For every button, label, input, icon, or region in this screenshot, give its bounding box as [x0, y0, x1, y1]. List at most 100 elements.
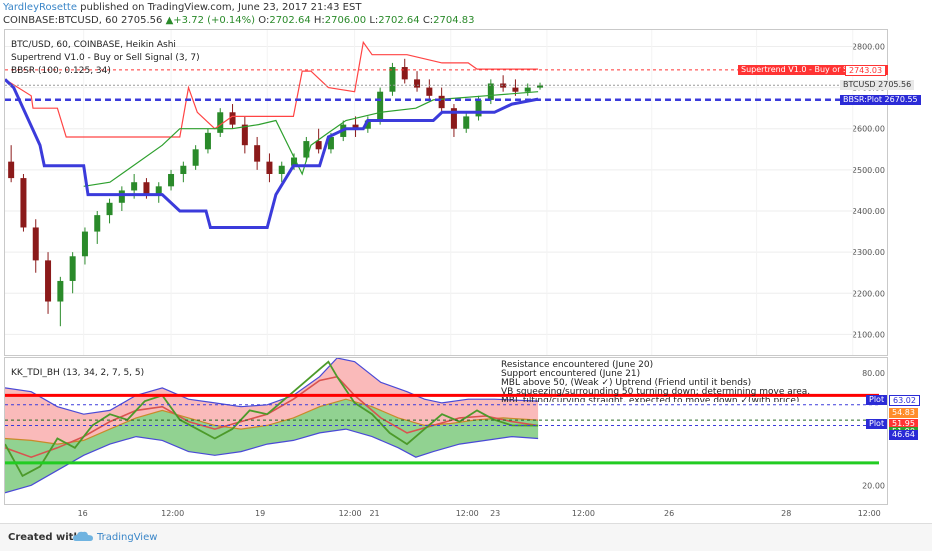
x-tick-label: 26: [664, 509, 674, 518]
y-tick-label: 2400.00: [852, 207, 885, 216]
supertrend-value-tag: 2743.03: [845, 64, 887, 76]
candle-body: [20, 178, 27, 228]
main-chart-title: BTC/USD, 60, COINBASE, Heikin Ashi: [11, 40, 176, 50]
time-axis[interactable]: 16 12:00 19 12:00 21 12:00 23 12:00 26 28 12:00: [4, 505, 886, 521]
close-label: C:: [422, 15, 434, 26]
tradingview-cloud-icon: [73, 531, 93, 541]
y-tick-label: 2300.00: [852, 248, 885, 257]
supertrend-study-label[interactable]: Supertrend V1.0 - Buy or Sell Signal (3,…: [11, 53, 200, 63]
x-tick-label: 12:00: [161, 509, 184, 518]
candle-body: [266, 161, 273, 174]
plot-tag-label: Plot: [866, 419, 888, 430]
x-tick-label: 23: [490, 509, 500, 518]
symbol-line: COINBASE:BTCUSD, 60 2705.56 ▲+3.72 (+0.1…: [3, 15, 475, 27]
price-change: +3.72 (+0.14%): [173, 15, 256, 26]
x-tick-label: 21: [369, 509, 379, 518]
candle-body: [45, 260, 52, 302]
candle-body: [229, 112, 236, 125]
candle-body: [450, 108, 457, 129]
lower-band-fill: [5, 399, 539, 493]
candle-body: [8, 161, 15, 179]
close-value: 2704.83: [433, 15, 475, 26]
candle-body: [377, 91, 384, 121]
y-tick-label: 2600.00: [852, 125, 885, 134]
bbsr-study-label[interactable]: BBSR (100, 0.125, 34): [11, 66, 111, 76]
tradingview-brand-link[interactable]: TradingView: [97, 532, 158, 543]
candle-body: [131, 182, 138, 191]
publish-line: YardleyRosette published on TradingView.…: [3, 2, 361, 14]
y-tick-label: 2100.00: [852, 330, 885, 339]
candle-body: [180, 165, 187, 174]
candle-body: [426, 87, 433, 96]
plot-tag-label: Plot: [866, 394, 888, 405]
symbol-interval: COINBASE:BTCUSD, 60: [3, 15, 118, 26]
y-tick-label: 2800.00: [852, 42, 885, 51]
candle-body: [327, 136, 334, 150]
indicator-chart: 80.00 20.00: [4, 357, 885, 494]
change-arrow-icon: ▲: [165, 15, 174, 26]
rsi-price-line: [4, 360, 539, 478]
indicator-pane[interactable]: 80.00 20.00 KK_TDI_BH (13, 34, 2, 7, 5, 5…: [4, 357, 920, 505]
open-label: O:: [258, 15, 270, 26]
indicator-y-tick: 20.00: [862, 481, 885, 490]
published-text: published on TradingView.com, June 23, 2…: [76, 2, 362, 13]
supertrend-tag-label: Supertrend V1.0 - Buy or Sell Signal: [741, 64, 885, 74]
candle-body: [537, 85, 544, 88]
candle-body: [389, 67, 396, 92]
x-tick-label: 12:00: [858, 509, 881, 518]
candle-body: [143, 182, 150, 195]
candle-body: [278, 165, 285, 174]
price-pane[interactable]: 2800.002700.002600.002500.002400.002300.…: [3, 29, 921, 356]
lower-band-line: [4, 428, 539, 494]
candle-body: [118, 190, 125, 203]
candle-body: [254, 145, 261, 162]
footer: Created with TradingView: [0, 523, 932, 551]
upper-band-line: [4, 357, 539, 415]
x-tick-label: 12:00: [456, 509, 479, 518]
candle-body: [291, 157, 298, 166]
indicator-title[interactable]: KK_TDI_BH (13, 34, 2, 7, 5, 5): [11, 368, 145, 378]
candle-body: [94, 215, 101, 232]
signal-line: [4, 375, 539, 459]
note-resistance: Resistance encountered (June 20): [501, 360, 654, 370]
indicator-value-tag: 63.02: [889, 394, 920, 406]
market-base-line: [4, 398, 539, 445]
low-label: L:: [369, 15, 379, 26]
x-tick-label: 28: [781, 509, 791, 518]
candle-body: [303, 141, 310, 158]
y-tick-label: 2500.00: [852, 166, 885, 175]
high-label: H:: [313, 15, 325, 26]
candle-body: [352, 124, 359, 129]
candle-body: [364, 120, 371, 129]
candle-body: [475, 99, 482, 117]
candle-body: [32, 227, 39, 261]
candle-body: [241, 124, 248, 146]
candle-body: [512, 87, 519, 92]
low-value: 2702.64: [378, 15, 420, 26]
x-tick-label: 12:00: [339, 509, 362, 518]
y-tick-label: 2200.00: [852, 289, 885, 298]
candle-body: [487, 83, 494, 100]
note-mbl-tilting: MBL tilting/curving straight, expected t…: [501, 397, 800, 402]
candle-body: [438, 95, 445, 109]
bbsr-line: [3, 78, 539, 229]
price-chart: 2800.002700.002600.002500.002400.002300.…: [3, 30, 885, 355]
supertrend-price-tag: Supertrend V1.0 - Buy or Sell Signal: [738, 64, 888, 75]
candle-body: [500, 83, 507, 88]
note-mbl-uptrend: MBL above 50, (Weak ✓) Uptrend (Friend u…: [501, 378, 752, 388]
bbsr-tag-value: 2670.55: [882, 94, 918, 104]
btcusd-tag-value: 2705.56: [875, 80, 912, 90]
indicator-value-tag: 54.83: [889, 408, 918, 419]
candle-body: [217, 112, 224, 133]
candle-body: [401, 67, 408, 80]
candle-body: [155, 186, 162, 195]
author-link[interactable]: YardleyRosette: [3, 2, 77, 13]
candle-body: [414, 79, 421, 88]
indicator-value-tag: 46.64: [889, 430, 918, 441]
candle-body: [463, 116, 470, 129]
note-vb-squeeze: VB squeezing/surrounding 50 turning down…: [501, 387, 811, 397]
indicator-value-tag: 51.95: [889, 419, 918, 430]
candle-body: [524, 87, 531, 92]
note-support: Support encountered (June 21): [501, 369, 641, 379]
last-price: 2705.56: [121, 15, 163, 26]
